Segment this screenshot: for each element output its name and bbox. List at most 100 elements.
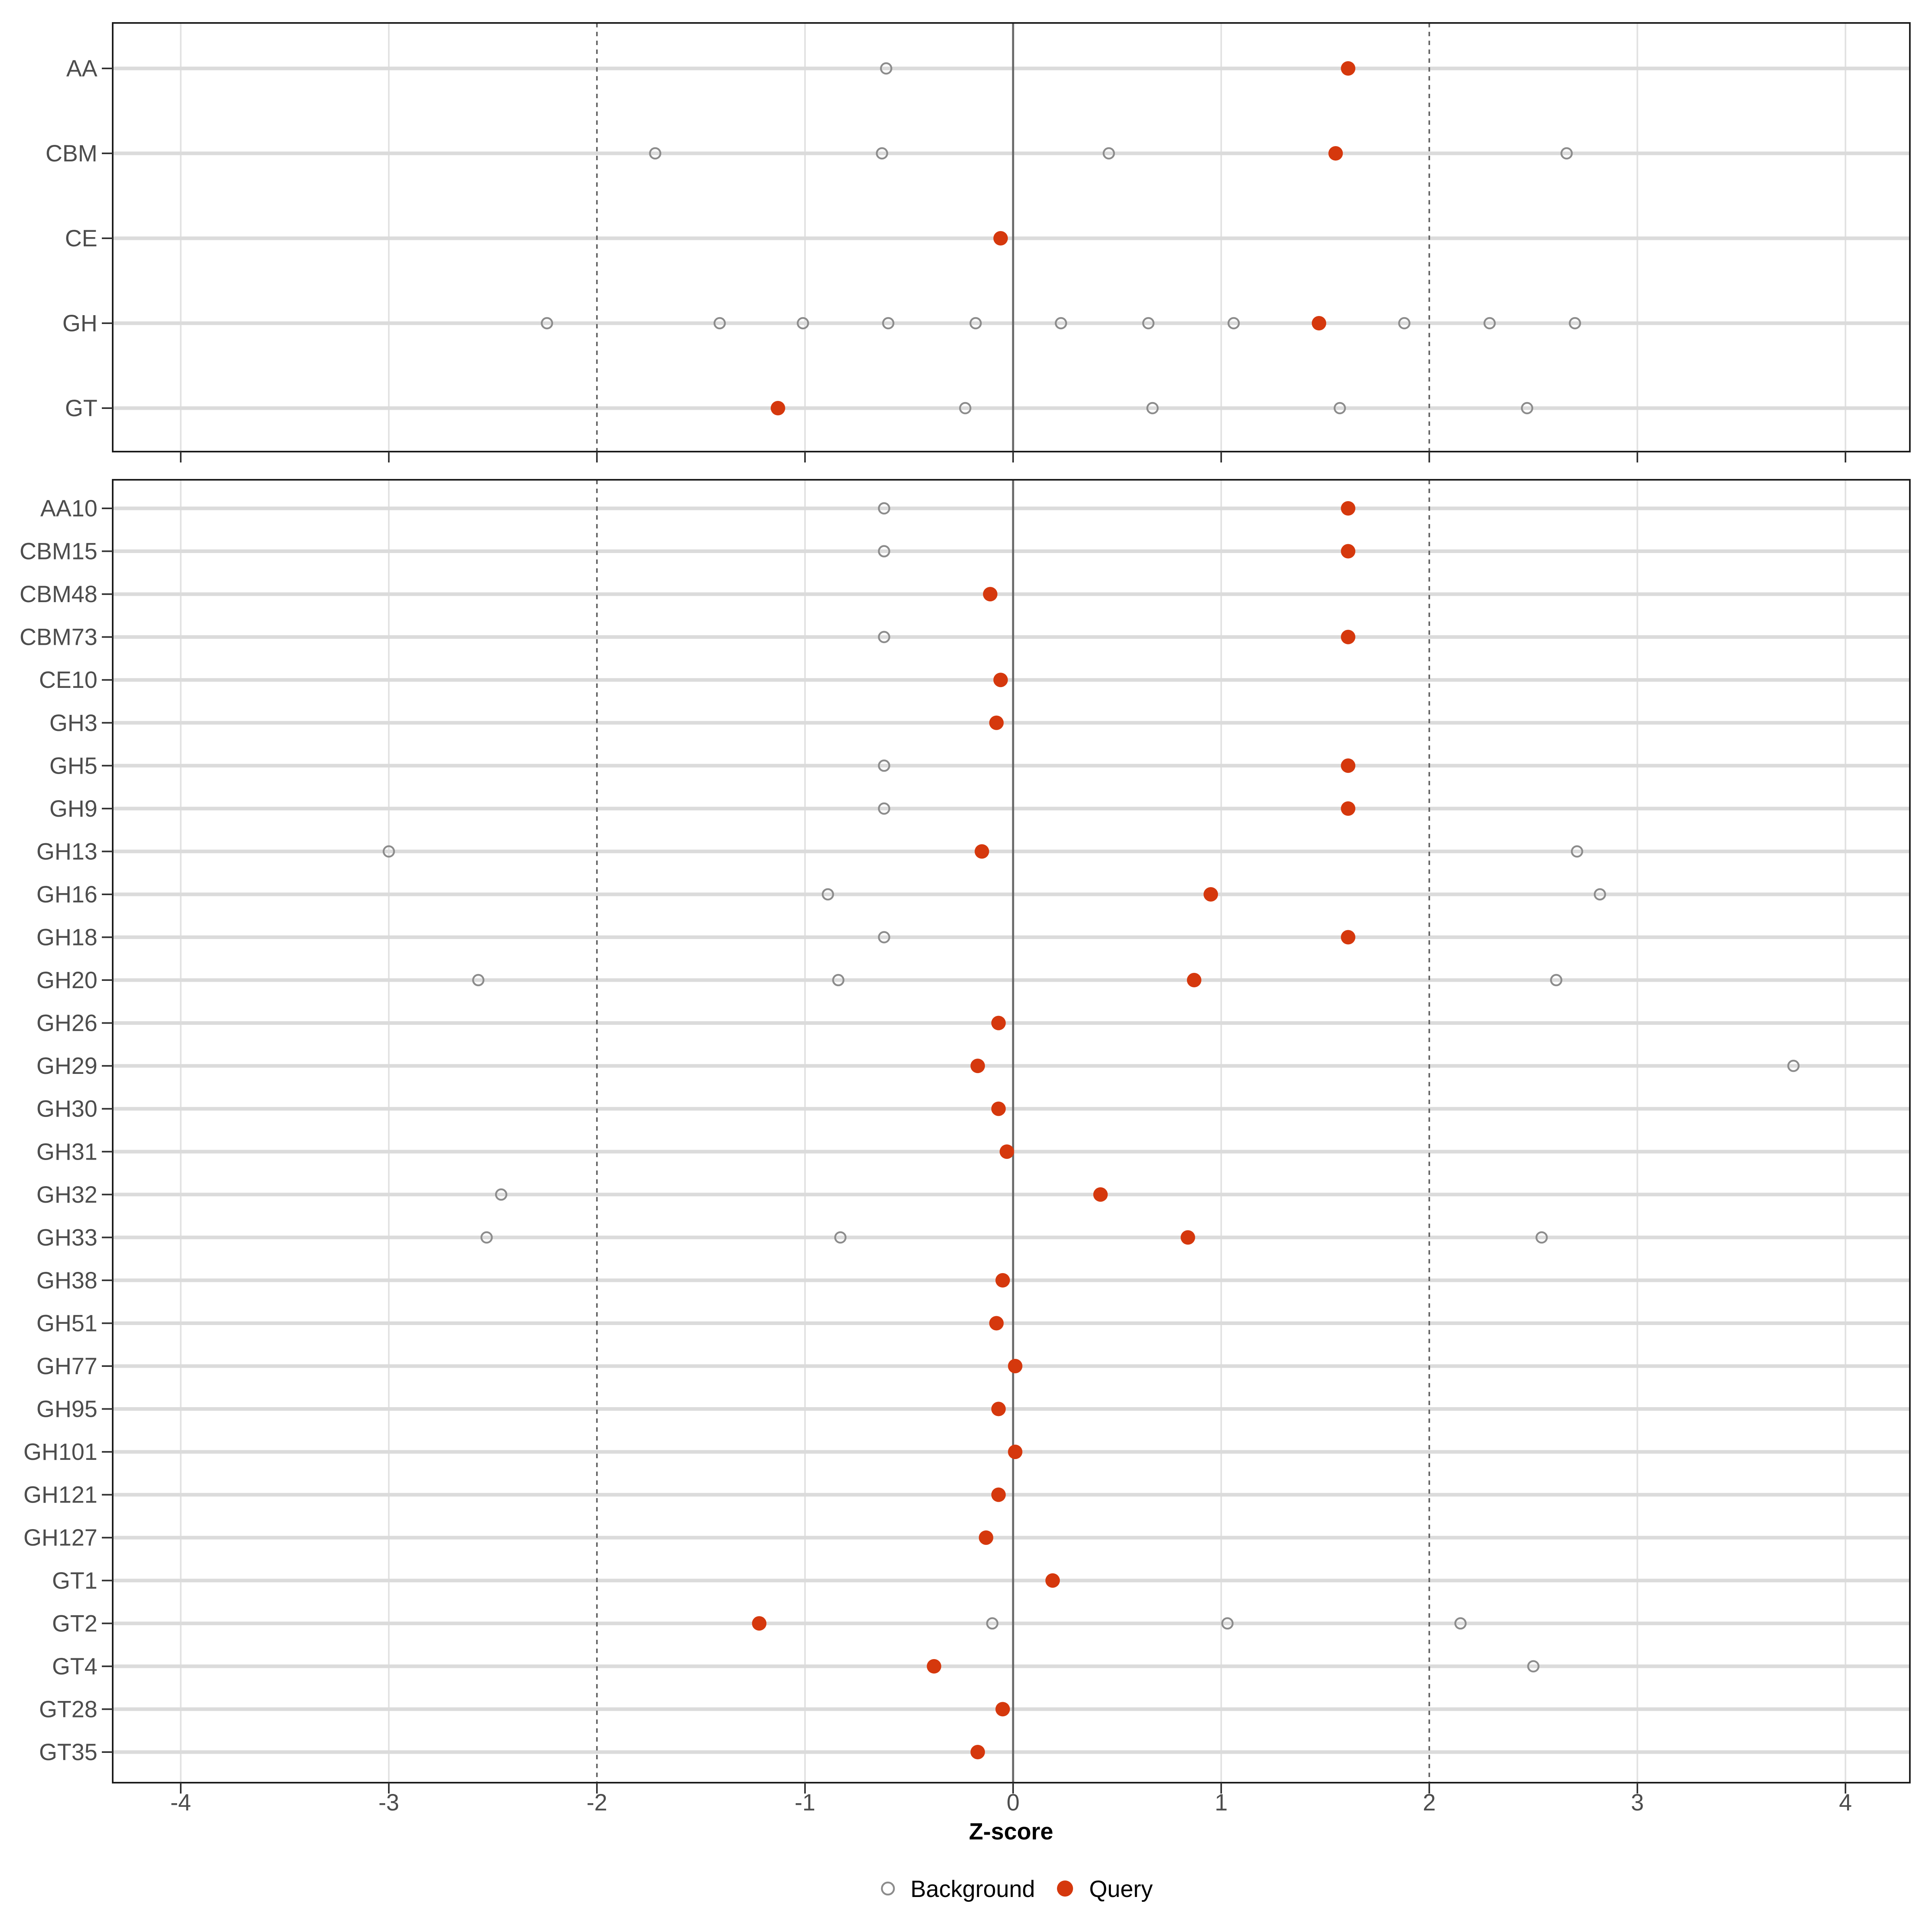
background-point bbox=[1560, 147, 1573, 160]
legend: Background Query bbox=[881, 1876, 1153, 1902]
panel-border bbox=[112, 22, 1911, 452]
y-tick-label: GH95 bbox=[36, 1396, 97, 1422]
query-point bbox=[970, 1744, 985, 1759]
query-point bbox=[1187, 973, 1201, 988]
legend-background-marker bbox=[881, 1881, 895, 1896]
x-tick-label: 1 bbox=[1215, 1790, 1228, 1816]
y-tick-label: GT4 bbox=[52, 1653, 97, 1680]
y-tick-label: GT2 bbox=[52, 1610, 97, 1637]
query-point bbox=[993, 231, 1008, 246]
query-point bbox=[993, 673, 1008, 687]
background-point bbox=[1571, 845, 1583, 858]
x-tick-label: 4 bbox=[1839, 1790, 1852, 1816]
background-point bbox=[880, 62, 892, 75]
background-point bbox=[1593, 888, 1606, 901]
y-tick-label: GH33 bbox=[36, 1224, 97, 1251]
y-tick-label: GH5 bbox=[50, 753, 97, 779]
y-tick-label: CE10 bbox=[39, 667, 97, 693]
background-point bbox=[1398, 317, 1411, 330]
background-point bbox=[986, 1617, 999, 1630]
background-point bbox=[822, 888, 834, 901]
legend-query-marker bbox=[1057, 1880, 1073, 1897]
query-point bbox=[995, 1273, 1010, 1288]
panel-border bbox=[112, 479, 1911, 1783]
y-tick-label: GH13 bbox=[36, 838, 97, 865]
background-point bbox=[878, 545, 890, 557]
background-point bbox=[878, 802, 890, 815]
y-tick-label: GH77 bbox=[36, 1353, 97, 1379]
background-point bbox=[1102, 147, 1115, 160]
background-point bbox=[382, 845, 395, 858]
y-tick-label: GH20 bbox=[36, 967, 97, 993]
background-point bbox=[1527, 1660, 1540, 1673]
x-tick-label: -4 bbox=[170, 1790, 191, 1816]
background-point bbox=[797, 317, 809, 330]
background-point bbox=[1142, 317, 1155, 330]
x-tick-label: -3 bbox=[378, 1790, 399, 1816]
query-point bbox=[1008, 1359, 1023, 1373]
y-tick-label: GH127 bbox=[23, 1525, 97, 1551]
background-point bbox=[1787, 1059, 1800, 1072]
background-point bbox=[832, 974, 844, 987]
background-point bbox=[969, 317, 982, 330]
legend-query-label: Query bbox=[1089, 1876, 1153, 1902]
query-point bbox=[1341, 801, 1356, 816]
query-point bbox=[1341, 61, 1356, 76]
query-point bbox=[1328, 146, 1343, 161]
query-point bbox=[927, 1659, 941, 1674]
background-point bbox=[878, 502, 890, 515]
background-point bbox=[472, 974, 485, 987]
y-tick-label: GH51 bbox=[36, 1310, 97, 1336]
x-tick-label: 3 bbox=[1631, 1790, 1644, 1816]
y-tick-label: CBM15 bbox=[20, 539, 97, 565]
query-point bbox=[1093, 1187, 1108, 1202]
top-panel: AA CBM CE GH GT bbox=[45, 22, 1911, 462]
query-point bbox=[1008, 1445, 1023, 1459]
y-tick-label: GH9 bbox=[50, 796, 97, 822]
background-point bbox=[1227, 317, 1240, 330]
query-point bbox=[1045, 1573, 1060, 1588]
query-point bbox=[989, 715, 1004, 730]
y-tick-label: GH3 bbox=[50, 710, 97, 736]
y-tick-label: GT28 bbox=[39, 1696, 97, 1722]
y-tick-label: GH121 bbox=[23, 1482, 97, 1508]
background-point bbox=[713, 317, 726, 330]
query-point bbox=[978, 1530, 993, 1545]
query-point bbox=[1203, 887, 1218, 902]
query-point bbox=[974, 844, 989, 859]
background-point bbox=[1055, 317, 1067, 330]
query-point bbox=[1341, 501, 1356, 516]
background-point bbox=[1146, 402, 1159, 415]
y-tick-label: CE bbox=[65, 225, 97, 252]
query-point bbox=[995, 1702, 1010, 1717]
y-tick-label: GH26 bbox=[36, 1010, 97, 1036]
background-point bbox=[876, 147, 888, 160]
y-tick-label: GH16 bbox=[36, 881, 97, 908]
y-tick-label: AA10 bbox=[40, 495, 97, 522]
query-point bbox=[1341, 930, 1356, 945]
background-point bbox=[1483, 317, 1496, 330]
y-tick-label: CBM48 bbox=[20, 581, 97, 607]
background-point bbox=[1569, 317, 1581, 330]
background-point bbox=[1550, 974, 1563, 987]
query-point bbox=[1181, 1230, 1195, 1245]
background-point bbox=[1535, 1231, 1548, 1244]
query-point bbox=[1341, 630, 1356, 644]
query-point bbox=[1341, 758, 1356, 773]
legend-background-label: Background bbox=[910, 1876, 1035, 1902]
query-point bbox=[991, 1487, 1006, 1502]
y-tick-label: GH101 bbox=[23, 1439, 97, 1465]
y-tick-label: GT35 bbox=[39, 1739, 97, 1765]
query-point bbox=[989, 1316, 1004, 1331]
query-point bbox=[991, 1016, 1006, 1030]
background-point bbox=[834, 1231, 847, 1244]
background-point bbox=[882, 317, 895, 330]
background-point bbox=[878, 931, 890, 943]
query-point bbox=[752, 1616, 767, 1631]
query-point bbox=[991, 1101, 1006, 1116]
background-point bbox=[495, 1188, 508, 1201]
y-tick-label: GH30 bbox=[36, 1096, 97, 1122]
query-point bbox=[970, 1059, 985, 1073]
